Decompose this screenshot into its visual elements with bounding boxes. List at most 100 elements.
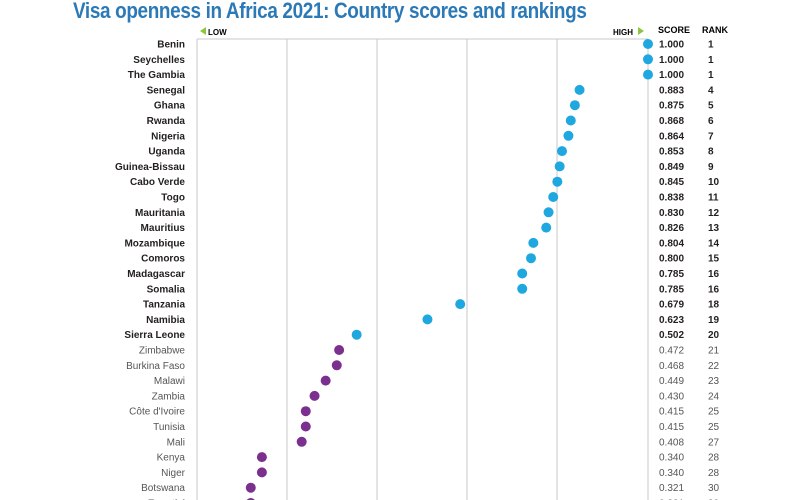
chart-row: Mozambique 0.804 14 <box>124 237 720 249</box>
rank-label: 4 <box>708 85 714 96</box>
rank-label: 25 <box>708 407 720 418</box>
country-label: Guinea-Bissau <box>115 162 185 173</box>
country-label: Botswana <box>141 483 185 494</box>
rank-label: 28 <box>708 453 720 464</box>
chart-row: Namibia 0.623 19 <box>146 314 720 326</box>
score-label: 0.408 <box>659 437 684 448</box>
chart-rows: Benin 1.000 1 Seychelles 1.000 1 The Gambia 1.0… <box>115 39 720 500</box>
data-point <box>548 192 559 202</box>
rank-label: 30 <box>708 499 720 500</box>
score-label: 0.804 <box>659 238 684 249</box>
score-label: 0.430 <box>659 391 684 402</box>
data-point <box>543 207 554 218</box>
data-point <box>557 146 568 157</box>
data-point <box>526 253 536 264</box>
rank-label: 6 <box>708 116 714 127</box>
rank-label: 7 <box>708 131 714 142</box>
rank-label: 20 <box>708 330 720 341</box>
rank-label: 1 <box>708 40 714 51</box>
score-label: 0.415 <box>659 422 684 433</box>
data-point <box>643 69 653 80</box>
chart-row: Rwanda 0.868 6 <box>147 115 714 127</box>
data-point <box>334 345 345 355</box>
score-label: 1.000 <box>659 70 684 81</box>
rank-label: 15 <box>708 254 720 265</box>
chart-row: Ghana 0.875 5 <box>154 100 714 112</box>
chart-row: The Gambia 1.000 1 <box>128 69 714 81</box>
rank-label: 23 <box>708 376 720 387</box>
axis-high-label: HIGH <box>613 28 633 37</box>
country-label: Côte d'Ivoire <box>129 407 185 418</box>
data-point <box>245 482 256 493</box>
country-label: Somalia <box>147 284 186 295</box>
score-label: 0.321 <box>659 499 684 500</box>
score-label: 0.472 <box>659 346 684 357</box>
rank-label: 18 <box>708 300 720 311</box>
chart-row: Cabo Verde 0.845 10 <box>130 176 720 188</box>
data-point <box>331 360 342 371</box>
grid <box>196 38 649 500</box>
rank-label: 25 <box>708 422 720 433</box>
chart-row: Guinea-Bissau 0.849 9 <box>115 161 714 173</box>
score-label: 0.845 <box>659 177 684 188</box>
chart-row: Malawi 0.449 23 <box>154 375 720 387</box>
chart-row: Botswana 0.321 30 <box>141 482 720 494</box>
chart-row: Burkina Faso 0.468 22 <box>126 360 720 372</box>
score-label: 0.449 <box>659 376 684 387</box>
chart-row: Niger 0.340 28 <box>161 467 720 479</box>
rank-label: 22 <box>708 361 720 372</box>
country-label: Zimbabwe <box>139 346 186 357</box>
chart-row: Mali 0.408 27 <box>167 436 720 448</box>
country-label: Sierra Leone <box>124 330 185 341</box>
rank-label: 27 <box>708 437 720 448</box>
country-label: Burkina Faso <box>126 361 185 372</box>
chart-row: Togo 0.838 11 <box>161 192 719 204</box>
chart-title: Visa openness in Africa 2021: Country sc… <box>73 0 587 23</box>
rank-label: 10 <box>708 177 720 188</box>
score-label: 0.468 <box>659 361 684 372</box>
country-label: Madagascar <box>127 269 185 280</box>
score-label: 0.868 <box>659 116 684 127</box>
axis-low-label: LOW <box>208 28 227 37</box>
chart-row: Seychelles 1.000 1 <box>133 54 714 66</box>
rank-label: 9 <box>708 162 714 173</box>
data-point <box>422 314 433 325</box>
score-header: SCORE <box>658 25 690 35</box>
data-point <box>643 54 653 65</box>
score-label: 0.340 <box>659 453 684 464</box>
data-point <box>569 100 580 111</box>
country-label: Malawi <box>154 376 185 387</box>
country-label: Mali <box>167 437 185 448</box>
country-label: Niger <box>161 468 186 479</box>
country-label: Benin <box>157 40 185 51</box>
rank-label: 16 <box>708 269 720 280</box>
data-point <box>256 452 267 463</box>
rank-label: 28 <box>708 468 720 479</box>
data-point <box>565 115 576 126</box>
chart-row: Madagascar 0.785 16 <box>127 268 720 280</box>
score-label: 0.853 <box>659 147 684 158</box>
country-label: Seychelles <box>133 55 185 66</box>
data-point <box>256 467 267 478</box>
country-label: Mozambique <box>124 238 185 249</box>
data-point <box>552 176 563 187</box>
rank-label: 1 <box>708 55 714 66</box>
rank-label: 1 <box>708 70 714 81</box>
rank-label: 11 <box>708 193 719 204</box>
chart-row: Mauritius 0.826 13 <box>141 222 720 234</box>
chart-row: Sierra Leone 0.502 20 <box>124 329 720 341</box>
country-label: Mauritania <box>135 208 185 219</box>
rank-label: 8 <box>708 147 714 158</box>
data-point <box>528 237 539 248</box>
chart-row: Nigeria 0.864 7 <box>151 130 714 142</box>
score-label: 0.415 <box>659 407 684 418</box>
chart-row: Zambia 0.430 24 <box>152 390 720 402</box>
country-label: Uganda <box>148 147 185 158</box>
chart-row: Uganda 0.853 8 <box>148 146 714 158</box>
country-label: Cabo Verde <box>130 177 185 188</box>
data-point <box>300 421 311 432</box>
chart-row: Tunisia 0.415 25 <box>153 421 720 433</box>
rank-label: 5 <box>708 101 714 112</box>
chart-row: Mauritania 0.830 12 <box>135 207 720 219</box>
score-label: 0.679 <box>659 300 684 311</box>
